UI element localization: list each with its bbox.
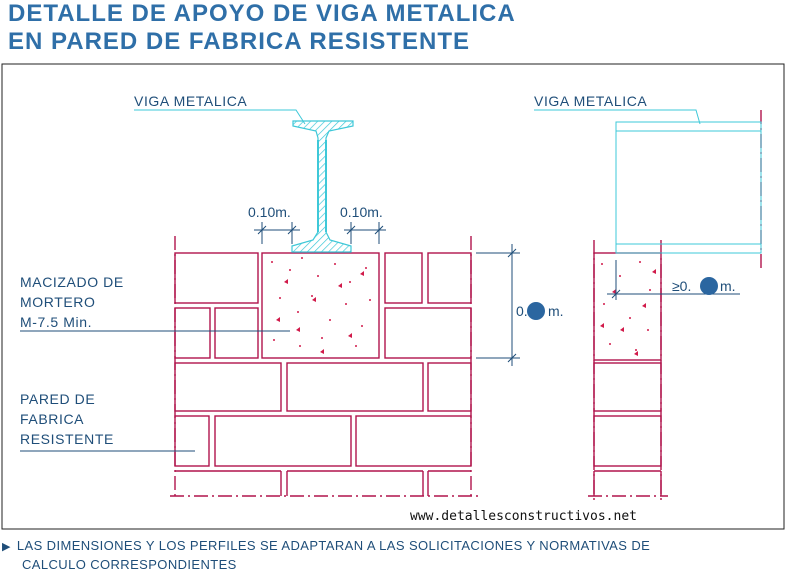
- hidden-value-marker-2: [700, 277, 718, 295]
- support-dimension: [607, 260, 740, 300]
- bullet-arrow-icon: ▶: [2, 541, 11, 553]
- website-url: www.detallesconstructivos.net: [410, 509, 637, 524]
- note-leaders: [20, 330, 290, 452]
- wall-label-3: RESISTENTE: [20, 431, 114, 447]
- hidden-value-marker: [527, 302, 545, 320]
- steel-beam-side: [534, 109, 762, 254]
- steel-beam-section: [291, 120, 354, 253]
- mortar-label-1: MACIZADO DE: [20, 274, 124, 290]
- offset-dimension-lines: [254, 222, 520, 366]
- mortar-infill: [261, 252, 380, 359]
- wall-label-1: PARED DE: [20, 391, 95, 407]
- mortar-label-2: MORTERO: [20, 294, 96, 310]
- offset-dim-left: 0.10m.: [248, 204, 291, 220]
- footnote-line-2: CALCULO CORRESPONDIENTES: [22, 557, 237, 572]
- support-dim-prefix: ≥0.: [672, 278, 691, 294]
- footnote-line-1: LAS DIMENSIONES Y LOS PERFILES SE ADAPTA…: [16, 538, 651, 553]
- title-line-2: EN PARED DE FABRICA RESISTENTE: [8, 28, 471, 55]
- height-dim-prefix: 0.: [516, 303, 528, 319]
- drawing-frame: [1, 63, 785, 530]
- wall-section: [588, 110, 762, 500]
- wall-label-2: FABRICA: [20, 411, 84, 427]
- height-dim-suffix: m.: [548, 303, 564, 319]
- footnote: ▶ LAS DIMENSIONES Y LOS PERFILES SE ADAPT…: [2, 537, 782, 573]
- section-mortar-dots: [600, 261, 656, 356]
- brick-wall-elevation: [170, 236, 478, 500]
- support-dim-suffix: m.: [720, 278, 736, 294]
- beam-label-left: VIGA METALICA: [134, 93, 247, 109]
- offset-dim-right: 0.10m.: [340, 204, 383, 220]
- beam-leader-left: [134, 109, 306, 125]
- beam-label-right: VIGA METALICA: [534, 93, 647, 109]
- mortar-label-3: M-7.5 Min.: [20, 314, 92, 330]
- title-line-1: DETALLE DE APOYO DE VIGA METALICA: [8, 0, 516, 27]
